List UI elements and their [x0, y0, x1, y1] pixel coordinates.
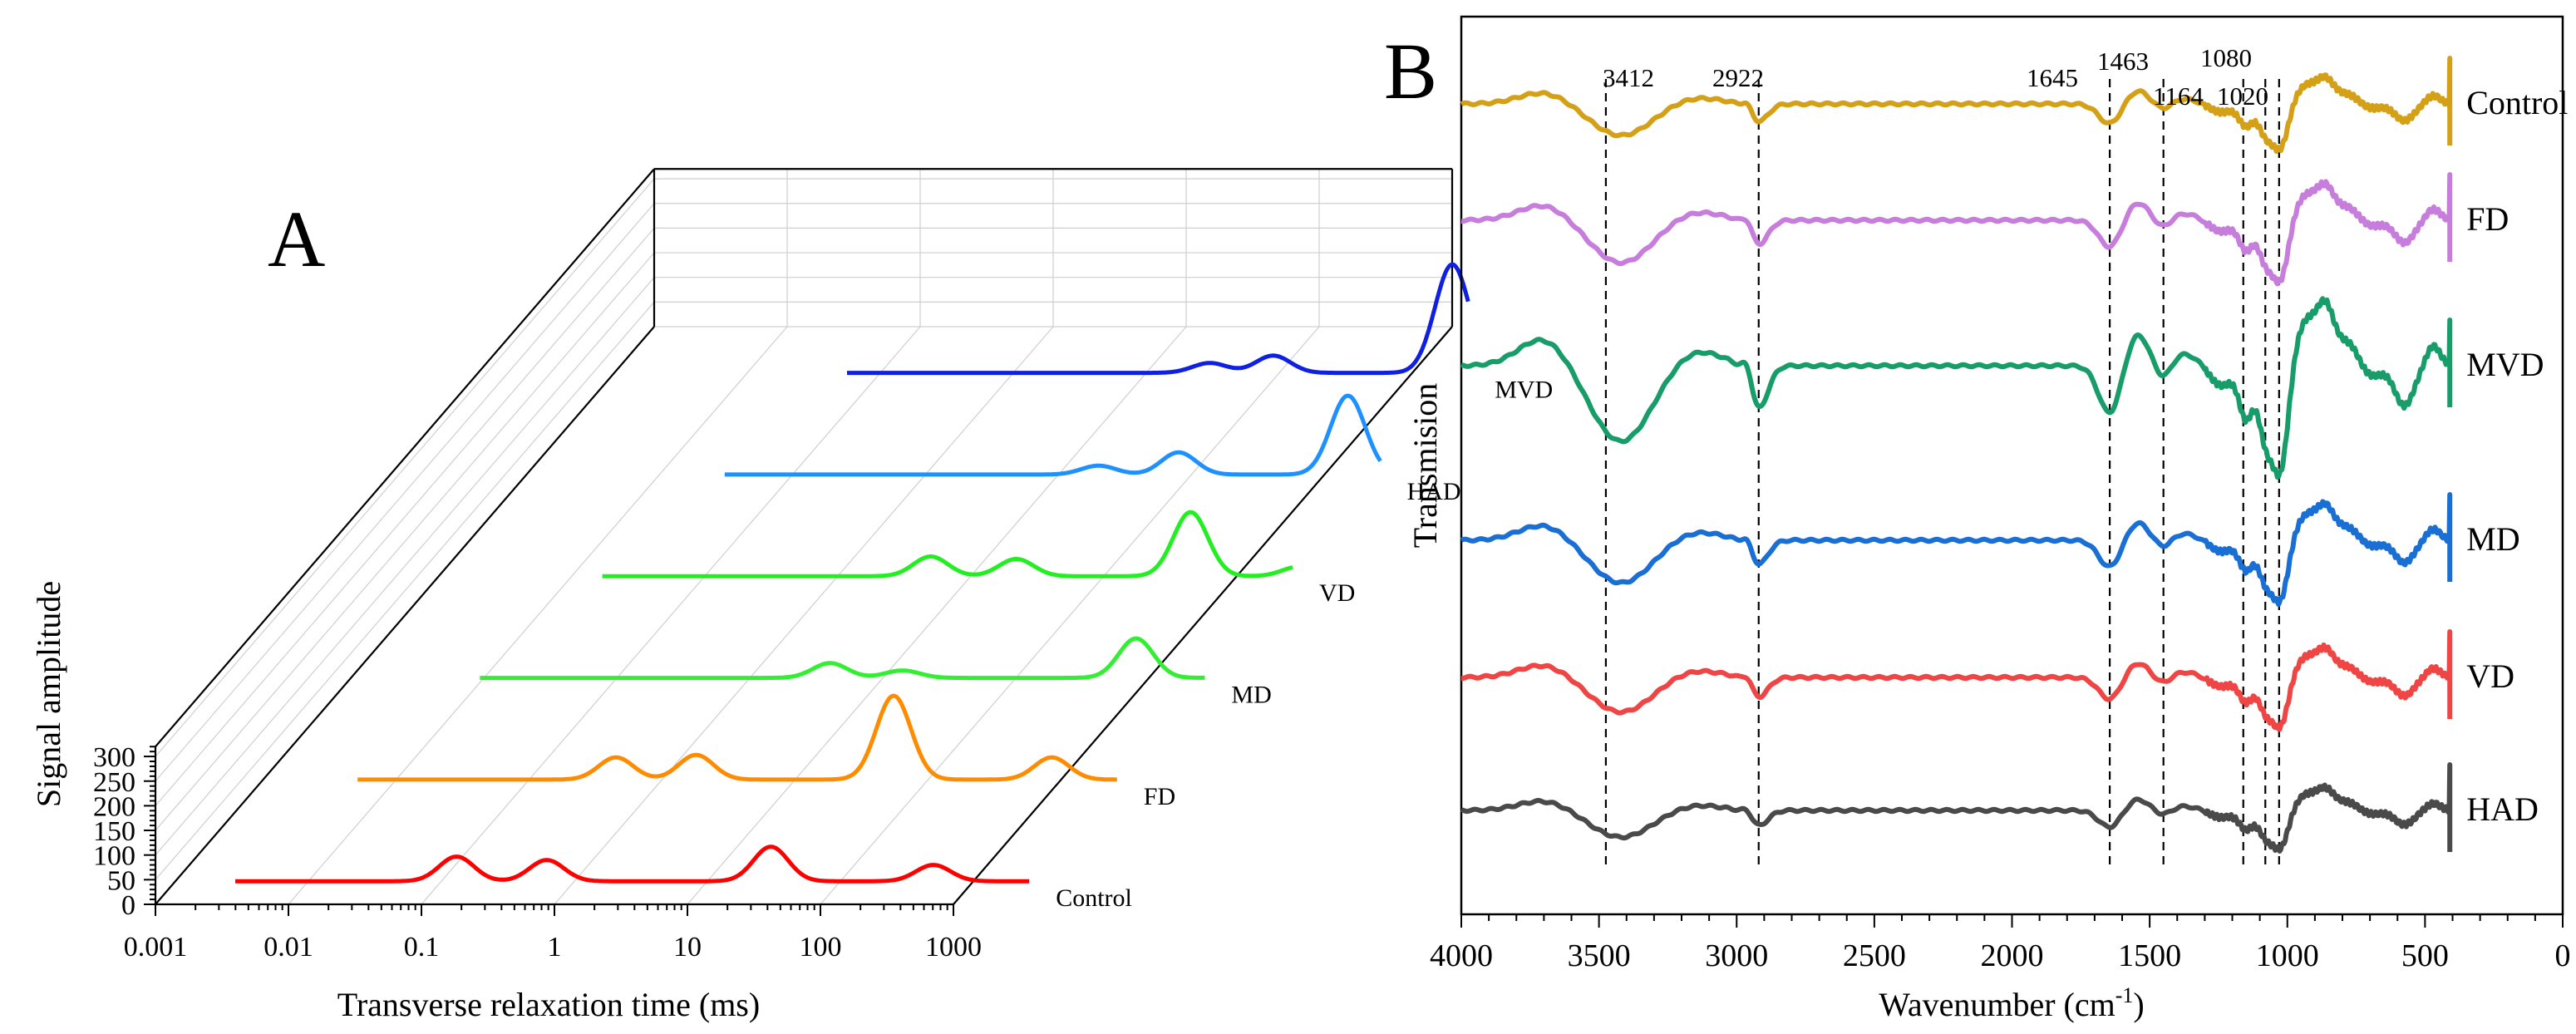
panel-b-series-label-vd: VD — [2466, 657, 2514, 695]
panel-b-peak-labels: 3412 2922 1645 1463 1164 1080 1020 — [1603, 43, 2268, 111]
peak-label-1164: 1164 — [2153, 81, 2204, 111]
panel-a-x-tick-label: 10 — [673, 932, 702, 963]
panel-a-x-ticks: 0.001 0.01 0.1 1 10 100 1000 — [124, 904, 982, 963]
panel-a-trace-mvd — [845, 262, 1470, 376]
panel-b-series-label-control: Control — [2466, 84, 2568, 121]
panel-b-x-ticks: 4000 3500 3000 2500 2000 1500 1000 500 0 — [1430, 914, 2571, 973]
panel-a-trace-md — [479, 636, 1206, 681]
panel-b-trace-vd — [1460, 629, 2453, 732]
peak-label-1080: 1080 — [2200, 43, 2252, 72]
panel-a-x-tick-label: 0.1 — [404, 932, 440, 963]
panel-a-frame — [154, 168, 1454, 906]
panel-a-x-tick-label: 0.001 — [124, 932, 188, 963]
panel-b-x-tick-label: 1500 — [2118, 938, 2181, 973]
panel-b-trace-mvd — [1460, 296, 2453, 480]
panel-a-grid-floor-line — [288, 326, 788, 905]
panel-a-y-tick-label: 50 — [107, 865, 135, 896]
panel-a-floor-left-edge — [155, 326, 655, 905]
panel-a-series-label-vd: VD — [1319, 579, 1355, 607]
panel-a-x-tick-label: 0.01 — [264, 932, 313, 963]
panel-a-grid-floor-line — [554, 326, 1054, 905]
panel-b-x-tick-label: 500 — [2401, 938, 2449, 973]
panel-b-x-tick-label: 3500 — [1568, 938, 1631, 973]
panel-a-y-tick-label: 100 — [93, 841, 135, 872]
panel-a-x-tick-label: 1 — [548, 932, 562, 963]
panel-a-grid-wall-line — [155, 277, 1452, 856]
panel-b-x-tick-label: 3000 — [1705, 938, 1768, 973]
panel-b-label: B — [1384, 27, 1437, 116]
panel-b-series-label-md: MD — [2466, 520, 2519, 558]
panel-a-grid — [155, 169, 1453, 905]
peak-label-2922: 2922 — [1712, 63, 1764, 92]
panel-a-y-tick-label: 150 — [93, 816, 135, 847]
panel-b-traces: Control FD MVD MD VD HAD — [1460, 56, 2568, 854]
panel-a-y-tick-label: 0 — [121, 890, 135, 921]
panel-a-y-tick-label: 200 — [93, 791, 135, 822]
panel-b-series-label-had: HAD — [2466, 790, 2539, 828]
panel-a-grid-wall-line — [155, 301, 1452, 880]
panel-b-frame — [1460, 15, 2564, 916]
panel-b-x-tick-label: 0 — [2555, 938, 2571, 973]
panel-a-grid-wall-line — [155, 227, 1452, 806]
panel-a-series-label-control: Control — [1056, 884, 1132, 912]
panel-a-y-tick-label: 250 — [93, 767, 135, 798]
panel-a-trace-had — [723, 393, 1382, 477]
panel-b-x-tick-label: 2000 — [1981, 938, 2044, 973]
panel-b-trace-had — [1460, 762, 2453, 854]
panel-a-wall-top-edge — [155, 168, 655, 747]
panel-b-peak-lines — [1604, 79, 2280, 869]
panel-a-x-tick-label: 100 — [800, 932, 842, 963]
panel-b-trace-md — [1460, 492, 2453, 608]
panel-a-series-label-had: HAD — [1407, 478, 1461, 505]
panel-a-floor-right-edge — [953, 326, 1453, 905]
panel-a-trace-vd — [601, 510, 1293, 579]
panel-b-y-axis-label: Transmision — [1406, 383, 1444, 549]
panel-a-grid-floor-line — [687, 326, 1187, 905]
panel-a-x-axis-label: Transverse relaxation time (ms) — [337, 986, 760, 1023]
peak-label-3412: 3412 — [1603, 63, 1654, 92]
peak-label-1463: 1463 — [2097, 47, 2149, 76]
panel-a-y-axis-label: Signal amplitude — [30, 581, 67, 807]
panel-a-trace-control — [234, 844, 1030, 884]
panel-a-grid-floor-line — [421, 326, 921, 905]
panel-b-x-axis-label-sup: -1 — [2115, 983, 2134, 1007]
panel-a-grid-wall-line — [155, 178, 1452, 757]
panel-a-y-tick-label: 300 — [93, 742, 135, 773]
panel-a-series-label-fd: FD — [1144, 783, 1175, 810]
panel-b-x-axis-label-end: ) — [2133, 986, 2144, 1023]
panel-a-x-tick-label: 1000 — [925, 932, 982, 963]
panel-a-trace-fd — [357, 693, 1118, 782]
peak-label-1645: 1645 — [2027, 63, 2078, 92]
panel-b-series-label-fd: FD — [2466, 200, 2509, 238]
panel-a-series-label-md: MD — [1231, 682, 1271, 709]
panel-b-x-axis-label-main: Wavenumber (cm — [1879, 986, 2115, 1023]
panel-b-trace-control — [1460, 56, 2453, 154]
panel-b-x-tick-label: 4000 — [1430, 938, 1493, 973]
panel-b-x-tick-label: 2500 — [1843, 938, 1906, 973]
panel-b: B Control FD MVD MD VD HAD 3412 2922 1645 146… — [1384, 15, 2571, 1023]
panel-b-x-tick-label: 1000 — [2256, 938, 2319, 973]
panel-a-series-label-mvd: MVD — [1495, 377, 1553, 404]
peak-label-1020: 1020 — [2217, 81, 2268, 111]
panel-a-traces: MVD HAD VD MD FD Control — [234, 262, 1553, 912]
panel-a-grid-floor-line — [820, 326, 1320, 905]
panel-a-grid-wall-line — [155, 252, 1452, 831]
panel-b-x-axis-label: Wavenumber (cm-1) — [1879, 983, 2144, 1023]
panel-a-label: A — [268, 194, 325, 283]
panel-b-trace-fd — [1460, 172, 2453, 287]
panel-b-series-label-mvd: MVD — [2466, 346, 2544, 383]
